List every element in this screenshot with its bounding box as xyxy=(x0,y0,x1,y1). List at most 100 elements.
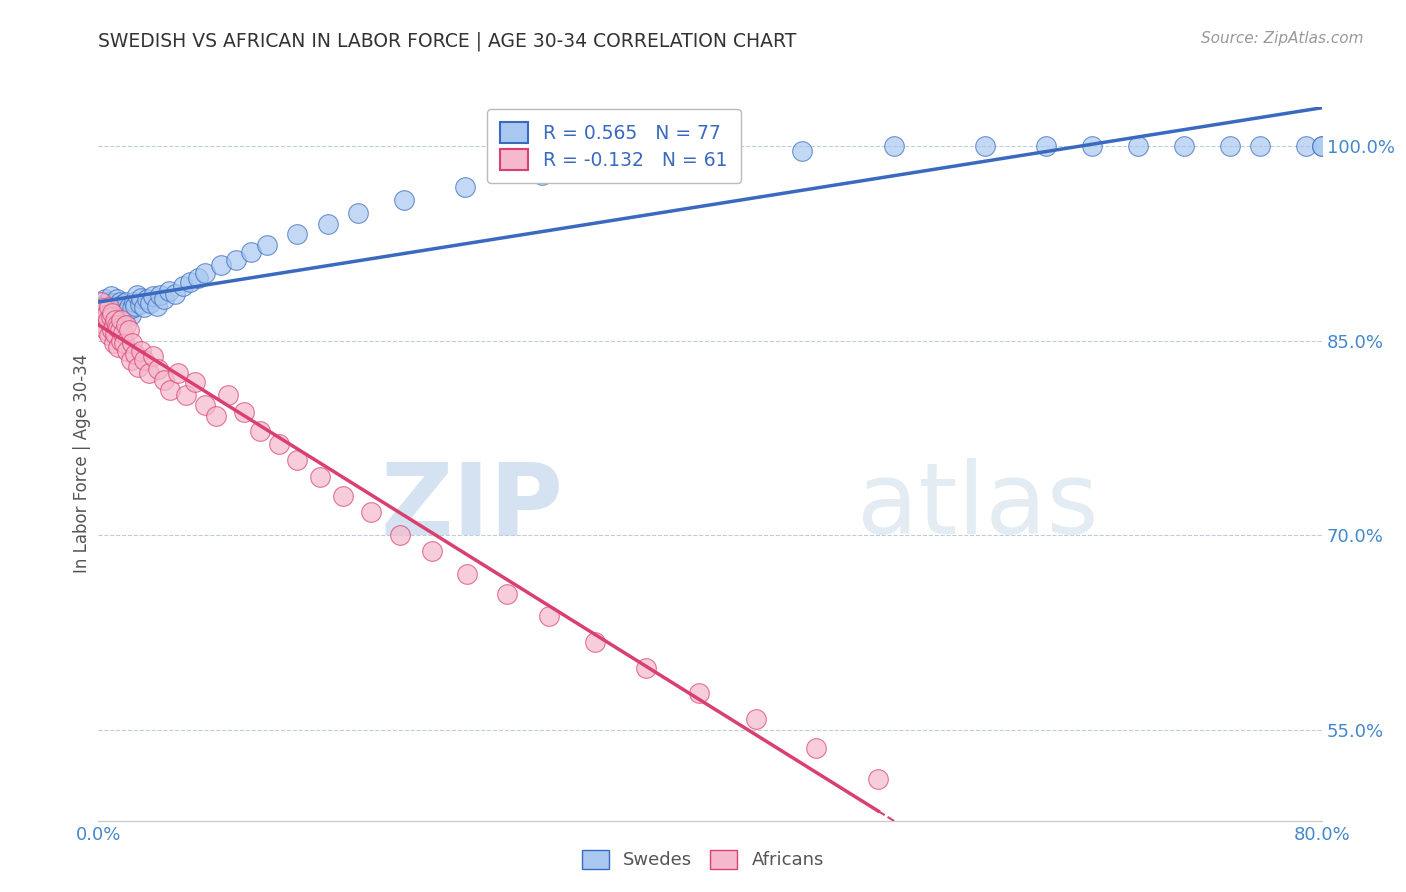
Point xyxy=(91,301,114,315)
Point xyxy=(347,206,370,220)
Point xyxy=(1249,139,1271,153)
Point xyxy=(804,741,827,756)
Point xyxy=(112,336,135,351)
Point xyxy=(194,266,217,280)
Point xyxy=(530,168,553,182)
Point xyxy=(115,294,138,309)
Point xyxy=(121,301,143,315)
Point xyxy=(93,292,115,306)
Point xyxy=(134,353,156,368)
Point xyxy=(129,343,152,358)
Point xyxy=(136,292,159,306)
Point xyxy=(157,285,180,299)
Point xyxy=(105,292,128,306)
Point xyxy=(583,634,606,648)
Point xyxy=(107,310,129,325)
Point xyxy=(454,180,477,194)
Point xyxy=(360,505,382,519)
Point xyxy=(883,139,905,153)
Point xyxy=(249,425,271,439)
Point xyxy=(101,309,124,323)
Point xyxy=(127,359,149,374)
Point xyxy=(974,139,997,153)
Point xyxy=(179,275,201,289)
Point xyxy=(108,303,131,318)
Point xyxy=(128,297,150,311)
Point xyxy=(94,310,117,325)
Point xyxy=(107,299,129,313)
Point xyxy=(1310,139,1333,153)
Point xyxy=(1128,139,1150,153)
Point xyxy=(94,297,117,311)
Legend: R = 0.565   N = 77, R = -0.132   N = 61: R = 0.565 N = 77, R = -0.132 N = 61 xyxy=(486,110,741,183)
Point xyxy=(125,288,148,302)
Point xyxy=(159,383,181,397)
Point xyxy=(115,318,138,332)
Point xyxy=(139,296,162,310)
Point xyxy=(90,301,112,315)
Point xyxy=(107,340,129,354)
Point xyxy=(388,528,411,542)
Point xyxy=(101,301,124,315)
Point xyxy=(174,388,197,402)
Legend: Swedes, Africans: Swedes, Africans xyxy=(572,841,834,879)
Point xyxy=(134,300,156,314)
Point xyxy=(97,313,120,327)
Point xyxy=(122,294,145,309)
Point xyxy=(163,286,186,301)
Point xyxy=(187,271,209,285)
Point xyxy=(94,323,117,337)
Point xyxy=(142,349,165,363)
Point xyxy=(108,294,131,309)
Point xyxy=(420,543,443,558)
Point xyxy=(94,308,117,322)
Point xyxy=(332,489,354,503)
Point xyxy=(103,296,125,310)
Point xyxy=(100,299,122,313)
Point xyxy=(111,326,134,340)
Point xyxy=(688,686,710,700)
Point xyxy=(634,660,657,674)
Point xyxy=(184,375,207,389)
Point xyxy=(285,227,308,242)
Text: ZIP: ZIP xyxy=(381,458,564,555)
Point xyxy=(104,313,127,327)
Point xyxy=(120,308,142,322)
Point xyxy=(699,149,721,163)
Point xyxy=(1310,139,1333,153)
Point xyxy=(110,300,132,314)
Point xyxy=(194,399,217,413)
Point xyxy=(97,303,120,318)
Point xyxy=(100,289,122,303)
Text: SWEDISH VS AFRICAN IN LABOR FORCE | AGE 30-34 CORRELATION CHART: SWEDISH VS AFRICAN IN LABOR FORCE | AGE … xyxy=(98,31,797,51)
Point xyxy=(98,306,121,320)
Point xyxy=(232,405,254,419)
Point xyxy=(117,343,139,358)
Point xyxy=(225,253,247,268)
Point xyxy=(107,320,129,334)
Point xyxy=(153,372,176,386)
Point xyxy=(256,237,278,252)
Point xyxy=(1219,139,1241,153)
Point xyxy=(93,318,115,332)
Point xyxy=(1173,139,1195,153)
Point xyxy=(868,772,890,786)
Point xyxy=(117,303,139,318)
Point xyxy=(110,313,132,327)
Point xyxy=(124,299,146,313)
Point xyxy=(240,245,263,260)
Point xyxy=(108,323,131,337)
Point xyxy=(267,437,290,451)
Point xyxy=(138,366,160,380)
Point xyxy=(103,313,125,327)
Point xyxy=(209,258,232,272)
Point xyxy=(118,323,141,337)
Point xyxy=(115,300,138,314)
Point xyxy=(103,305,125,319)
Point xyxy=(101,306,124,320)
Point xyxy=(105,318,128,332)
Point xyxy=(316,217,339,231)
Point xyxy=(309,470,332,484)
Point xyxy=(101,323,124,337)
Point xyxy=(149,288,172,302)
